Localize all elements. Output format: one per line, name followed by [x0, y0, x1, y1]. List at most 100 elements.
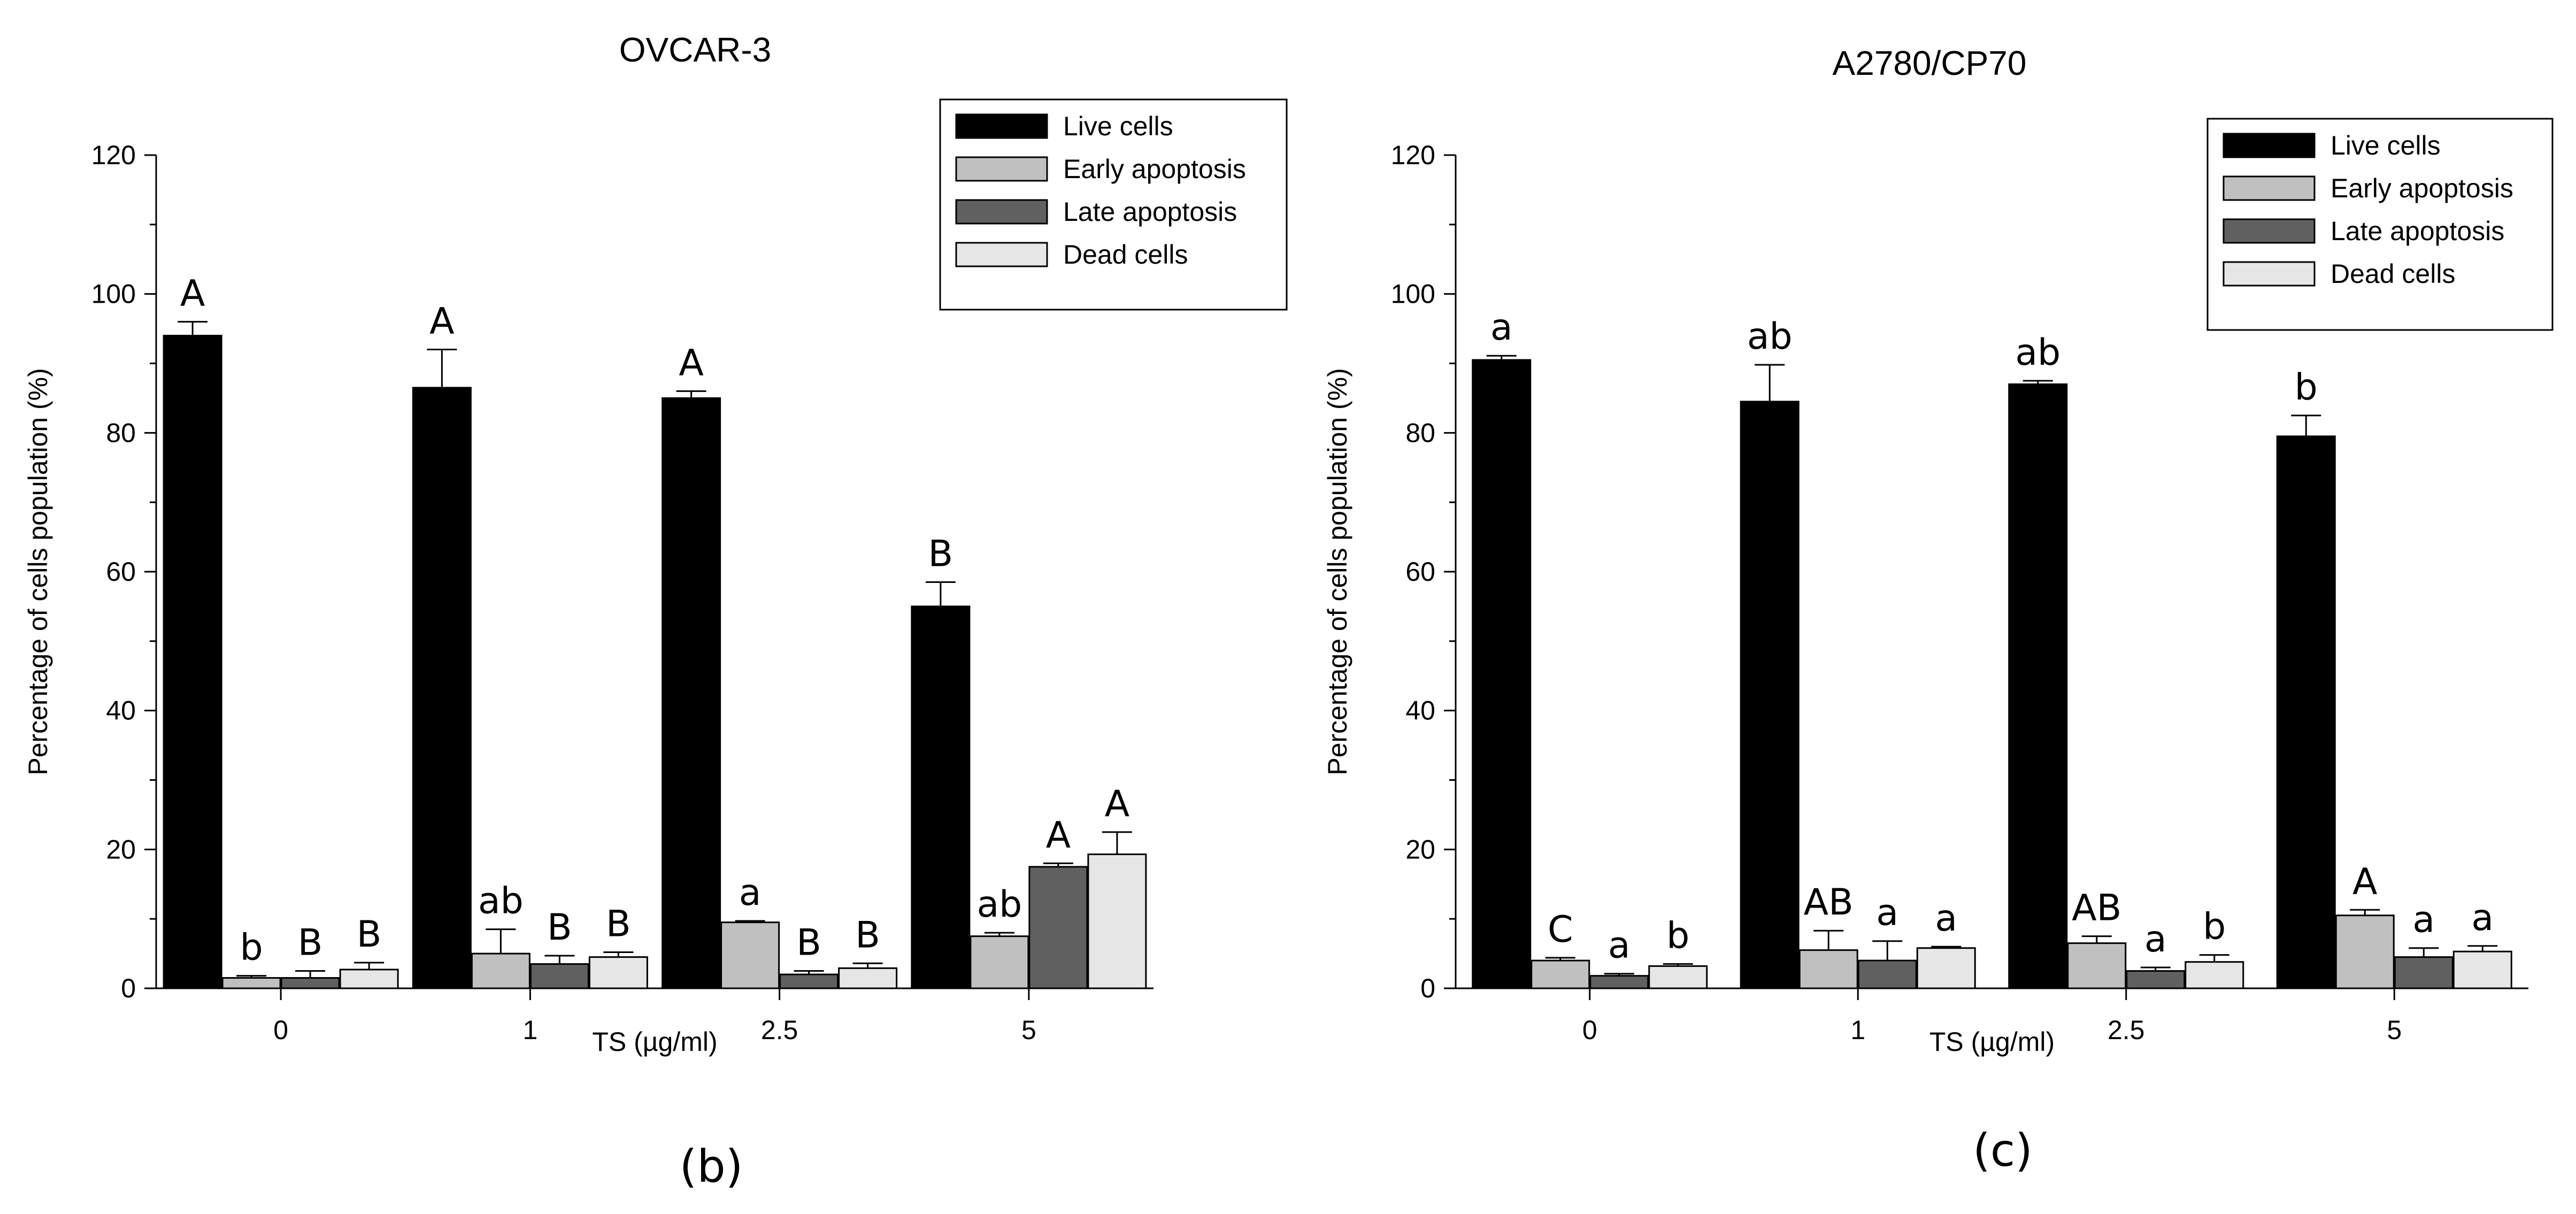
significance-label: B — [855, 914, 880, 956]
bar-dead-cells — [2185, 961, 2244, 989]
legend: Live cells Early apoptosis Late apoptosis D… — [939, 98, 1288, 311]
significance-label: B — [928, 533, 953, 575]
significance-label: B — [298, 922, 323, 964]
chart-0: OVCAR-3 0 20 40 60 80 100 120 Percentage of cell… — [23, 30, 1288, 1193]
y-tick-label: 60 — [1405, 557, 1435, 587]
significance-label: a — [1935, 897, 1957, 940]
significance-label: b — [240, 927, 263, 969]
bar-early-apoptosis — [720, 921, 780, 989]
significance-label: B — [796, 922, 821, 964]
bar-early-apoptosis — [1798, 949, 1858, 989]
bar-late-apoptosis — [1028, 866, 1088, 989]
legend-swatch — [2223, 218, 2316, 244]
significance-label: a — [2144, 918, 2167, 961]
significance-label: b — [2295, 366, 2318, 409]
legend-swatch — [2223, 133, 2316, 158]
panel-label: (b) — [680, 1140, 743, 1193]
significance-label: ab — [1747, 316, 1793, 358]
bar-late-apoptosis — [2394, 956, 2454, 989]
chart-1: A2780/CP70 0 20 40 60 80 100 120 Percentage of c… — [1322, 44, 2554, 1177]
bar-early-apoptosis — [1531, 959, 1590, 989]
x-tick-label: 0 — [273, 1015, 288, 1045]
bar-live-cells — [412, 387, 472, 989]
bar-late-apoptosis — [529, 963, 589, 989]
significance-label: B — [606, 903, 631, 945]
significance-label: a — [739, 872, 762, 914]
legend-entry: Live cells — [1063, 111, 1173, 141]
significance-label: a — [1490, 306, 1513, 349]
bar-late-apoptosis — [280, 977, 340, 989]
x-tick-label: 2.5 — [761, 1015, 798, 1045]
legend-entry: Early apoptosis — [2331, 173, 2513, 203]
legend-swatch — [955, 113, 1048, 139]
bar-late-apoptosis — [1857, 959, 1917, 989]
legend-entry: Dead cells — [2331, 259, 2455, 289]
significance-label: ab — [976, 883, 1022, 926]
significance-label: A — [429, 301, 455, 343]
significance-label: ab — [2015, 332, 2060, 374]
significance-label: AB — [1804, 881, 1854, 924]
x-tick-label: 5 — [2387, 1015, 2402, 1045]
y-tick-label: 80 — [1405, 418, 1435, 448]
chart-title: A2780/CP70 — [1833, 44, 2027, 82]
legend: Live cells Early apoptosis Late apoptosis D… — [2206, 118, 2554, 331]
significance-label: A — [180, 273, 205, 315]
bar-late-apoptosis — [1589, 975, 1649, 989]
x-tick-label: 1 — [522, 1015, 537, 1045]
bar-late-apoptosis — [779, 973, 839, 989]
significance-label: C — [1548, 909, 1573, 951]
significance-label: A — [1046, 814, 1071, 856]
significance-label: B — [547, 906, 572, 949]
bar-dead-cells — [1648, 965, 1708, 989]
significance-label: a — [2471, 897, 2494, 939]
bar-live-cells — [163, 335, 222, 989]
legend-swatch — [955, 242, 1048, 267]
y-tick-label: 80 — [106, 418, 136, 448]
significance-label: a — [1608, 925, 1631, 967]
y-tick-label: 0 — [121, 973, 136, 1003]
significance-label: b — [1666, 915, 1689, 957]
bar-live-cells — [2008, 383, 2068, 989]
significance-label: A — [679, 342, 704, 384]
x-tick-label: 1 — [1850, 1015, 1865, 1045]
chart-title: OVCAR-3 — [619, 30, 772, 69]
bar-live-cells — [1740, 401, 1800, 989]
bar-late-apoptosis — [2126, 970, 2186, 989]
x-tick-label: 5 — [1021, 1015, 1036, 1045]
y-tick-label: 40 — [1405, 696, 1435, 726]
y-tick-label: 20 — [1405, 834, 1435, 864]
bar-live-cells — [911, 605, 971, 989]
y-tick-label: 60 — [106, 557, 136, 587]
x-tick-label: 2.5 — [2108, 1015, 2145, 1045]
y-tick-label: 100 — [1391, 279, 1435, 309]
panel-label: (c) — [1973, 1124, 2033, 1177]
bar-early-apoptosis — [221, 977, 281, 989]
legend-swatch — [955, 199, 1048, 225]
x-axis-label: TS (µg/ml) — [1929, 1027, 2055, 1057]
bar-dead-cells — [1916, 947, 1976, 989]
bar-dead-cells — [1087, 853, 1147, 989]
bar-dead-cells — [588, 956, 648, 989]
significance-label: ab — [478, 880, 524, 923]
significance-label: B — [357, 913, 382, 956]
legend-swatch — [2223, 175, 2316, 201]
legend-entry: Dead cells — [1063, 240, 1188, 270]
y-tick-label: 120 — [91, 140, 136, 170]
y-tick-label: 40 — [106, 696, 136, 726]
significance-label: A — [1105, 783, 1130, 825]
y-tick-label: 0 — [1420, 973, 1435, 1003]
bar-early-apoptosis — [2067, 942, 2127, 989]
bar-live-cells — [2276, 435, 2336, 989]
legend-swatch — [955, 156, 1048, 182]
bar-dead-cells — [339, 969, 399, 989]
bar-early-apoptosis — [2335, 915, 2395, 989]
y-tick-label: 100 — [91, 279, 136, 309]
legend-entry: Live cells — [2331, 130, 2441, 160]
significance-label: A — [2352, 860, 2378, 903]
significance-label: AB — [2072, 887, 2121, 929]
bar-dead-cells — [2452, 950, 2512, 989]
significance-label: a — [1876, 892, 1898, 934]
bar-early-apoptosis — [970, 935, 1029, 989]
